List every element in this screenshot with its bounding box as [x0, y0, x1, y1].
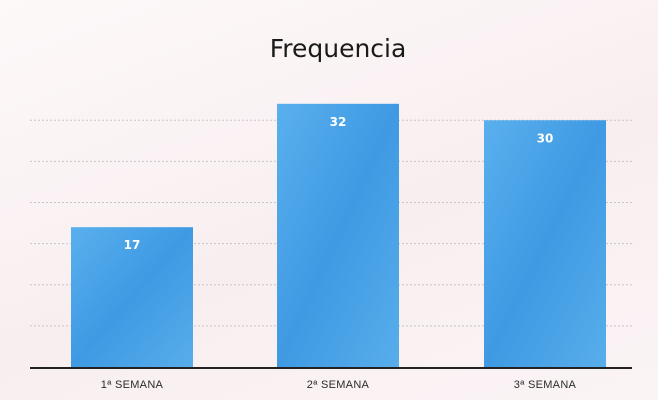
x-tick-labels: 1ª SEMANA 2ª SEMANA 3ª SEMANA [101, 379, 577, 391]
bar [277, 103, 399, 368]
x-tick-label: 2ª SEMANA [307, 379, 370, 391]
bars [71, 103, 606, 368]
bar [484, 120, 606, 367]
bar [71, 227, 193, 367]
x-tick-label: 1ª SEMANA [101, 379, 164, 391]
data-label: 17 [124, 238, 141, 252]
data-labels: 17 32 30 [124, 115, 554, 252]
data-label: 30 [537, 131, 554, 145]
x-tick-label: 3ª SEMANA [514, 379, 577, 391]
data-label: 32 [330, 115, 347, 129]
chart-title: Frequencia [270, 34, 407, 63]
